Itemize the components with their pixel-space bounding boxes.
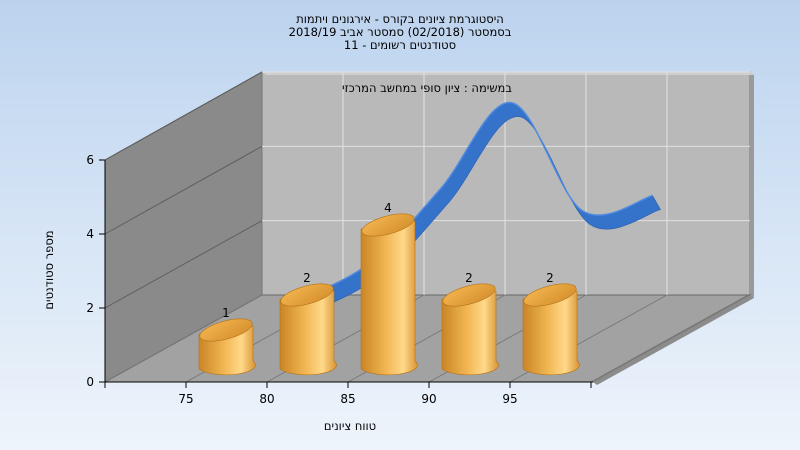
bar-body [441, 290, 499, 376]
x-axis: 75 80 85 90 95 [104, 381, 593, 406]
bar-cap [361, 213, 415, 237]
x-tick-label: 95 [502, 392, 517, 406]
x-tick-label: 75 [178, 392, 193, 406]
bar-85: 4 [360, 201, 418, 376]
gridline-left-2 [104, 220, 263, 309]
bar-data-label: 4 [384, 201, 392, 215]
chart-annotation: במשימה : ציון סופי במחשב המרכזי [342, 81, 512, 95]
back-wall-edge-top [262, 72, 754, 75]
bar-75: 1 [198, 306, 256, 376]
y-tick-label: 0 [86, 375, 94, 389]
back-wall-edge-right [750, 72, 754, 298]
bar-data-label: 1 [222, 306, 230, 320]
gridline-left-6 [104, 71, 263, 161]
bar-cap [280, 283, 334, 307]
bar-data-label: 2 [465, 271, 473, 285]
y-axis: 0 2 4 6 [86, 153, 106, 389]
bar-cap [523, 283, 577, 307]
bar-cap [199, 318, 253, 342]
x-tick-label: 85 [340, 392, 355, 406]
bar-90: 2 [441, 271, 499, 376]
chart-subtitle-semester: בסמסטר (02/2018) סמסטר אביב 2018/19 [288, 25, 512, 39]
x-tick-label: 80 [259, 392, 274, 406]
bar-data-label: 2 [546, 271, 554, 285]
bars-layer: 1 2 4 2 2 [198, 201, 580, 376]
bar-data-label: 2 [303, 271, 311, 285]
bar-80: 2 [279, 271, 337, 376]
bar-body [522, 290, 580, 376]
bar-cap [442, 283, 496, 307]
bar-body [279, 290, 337, 376]
chart-title: היסטוגרמת ציונים בקורס - אירגונים ויתמות [296, 12, 504, 26]
x-axis-label: טווח ציונים [324, 419, 376, 433]
x-tick-label: 90 [421, 392, 436, 406]
bar-95: 2 [522, 271, 580, 376]
floor-edge [593, 295, 754, 385]
floor-gridline [590, 294, 749, 383]
y-tick-label: 2 [86, 301, 94, 315]
floor-gridline [104, 294, 263, 383]
y-tick-label: 6 [86, 153, 94, 167]
y-axis-label: מספר סטודנטים [42, 230, 56, 309]
gridline-left-4 [104, 145, 263, 235]
y-tick-label: 4 [86, 227, 94, 241]
bar-body [360, 220, 418, 376]
chart-subtitle-students: סטודנטים רשומים - 11 [343, 38, 457, 52]
